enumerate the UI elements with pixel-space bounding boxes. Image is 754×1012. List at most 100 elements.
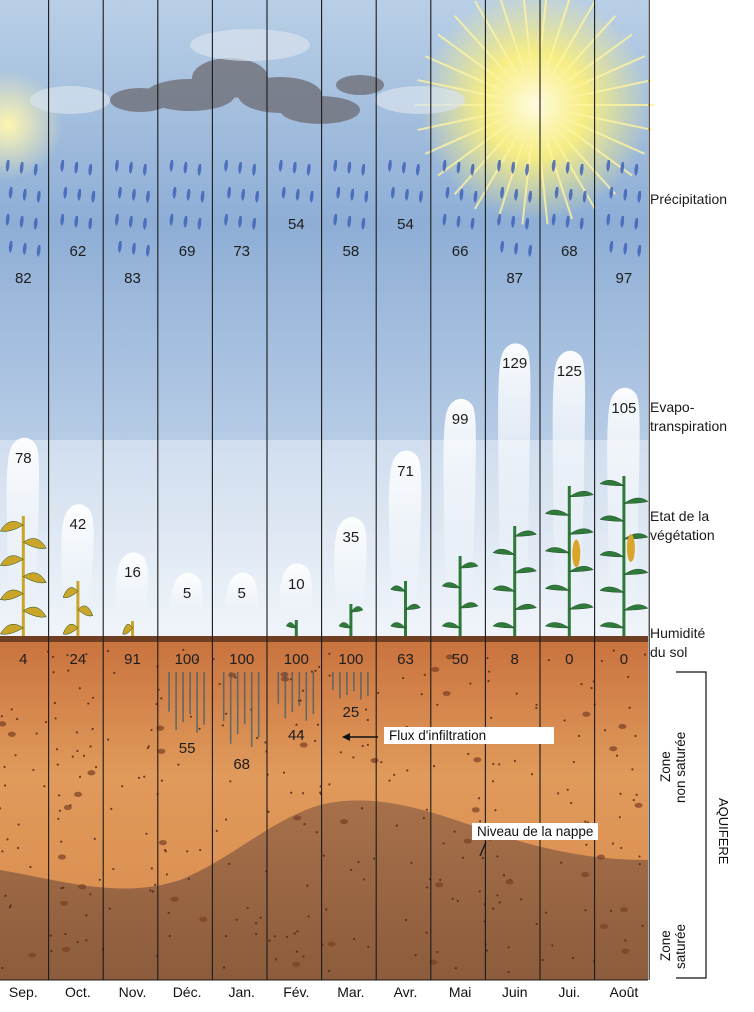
soil-grain [246,906,249,910]
month-label: Août [609,984,639,1000]
soil-pebble [60,900,69,906]
soil-grain [150,728,153,732]
soil-grain [628,706,631,709]
soil-grain [410,861,413,864]
rain-drop [456,162,461,174]
rain-drop [497,214,501,226]
soil-grain [53,701,57,705]
soil-grain [195,658,198,661]
soil-grain [295,723,298,726]
plant-leaf [62,623,79,635]
rain-drop [238,216,242,228]
plant-leaf [22,606,47,618]
plant-leaf [441,622,461,629]
rain-drop [568,189,573,201]
sun-ray [499,0,527,77]
soil-grain [328,674,331,677]
soil-grain [212,657,215,661]
corn-cob [572,539,581,568]
soil-grain [328,652,331,655]
rain-drop [634,164,639,176]
sun-ray [437,121,512,177]
soil-moisture-value: 100 [283,651,309,668]
soil-grain [314,739,317,742]
soil-grain [547,659,550,662]
soil-grain [643,653,647,656]
rain-drop [637,245,642,257]
sun-ray [474,0,521,80]
soil-grain [151,890,155,893]
soil-grain [402,676,405,680]
plant-leaf [599,622,625,629]
soil-grain [225,712,228,715]
soil-grain [0,715,3,718]
rain-drop [183,216,188,228]
soil-pebble [158,840,167,846]
soil-grain [507,946,510,949]
soil-pebble [431,666,440,673]
evapotranspiration-plume [225,572,258,612]
month-label: Oct. [65,984,91,1000]
soil-grain [56,763,59,766]
soil-moisture-value: 24 [69,651,87,668]
soil-grain [611,842,615,845]
rain-drop [388,160,392,172]
soil-grain [302,792,305,795]
soil-grain [290,791,293,794]
sun-ray [424,55,509,94]
plant-leaf [513,603,537,610]
plant-leaf [390,622,407,629]
plant-leaf [22,538,47,549]
water-table-arrow [479,841,487,857]
infiltration-label: Flux d'infiltration [384,727,554,744]
plant [441,556,479,636]
precipitation-value: 69 [178,243,196,260]
soil-grain [76,941,79,944]
soil-grain [560,861,563,864]
plant-leaf [599,480,625,487]
soil-grain [641,924,644,927]
soil-grain [456,899,459,903]
soil-grain [160,779,164,782]
soil-grain [425,886,429,889]
rain-drop [582,191,587,203]
plant [390,581,421,636]
soil-pebble [609,746,618,752]
rain-drop [347,162,352,174]
soil-grain [98,878,101,881]
soil-pebble [596,854,605,860]
precipitation-drops [5,160,642,257]
soil-grain [584,820,587,823]
soil-grain [360,807,364,810]
rain-drop [63,187,68,199]
precipitation-value: 66 [451,243,469,260]
plant-leaf [623,604,649,611]
soil-grain [469,682,472,685]
soil-grain [610,909,613,912]
sun-ray [437,33,512,89]
precipitation-value: 54 [287,216,305,233]
soil-pebble [618,723,627,730]
month-label: Mar. [337,984,365,1000]
plant-leaf [492,548,516,555]
rain-drop [281,187,286,199]
plant [62,581,94,636]
soil-moisture-value: 63 [397,651,414,668]
sun-ray [564,110,653,131]
rain-drop [620,216,625,228]
soil-grain [150,867,153,870]
soil-grain [467,752,470,756]
soil-grain [4,894,7,897]
soil-grain [315,831,318,834]
soil-grain [535,703,538,706]
soil-grain [301,689,305,692]
plant-leaf [0,623,24,635]
soil-grain [89,893,92,896]
rain-drop [361,218,366,230]
soil-grain [454,967,457,970]
rain-drop [143,164,147,176]
soil-grain [235,918,238,921]
plant-leaf [62,587,79,598]
precipitation-value: 73 [233,243,251,260]
rain-drop [255,191,259,203]
